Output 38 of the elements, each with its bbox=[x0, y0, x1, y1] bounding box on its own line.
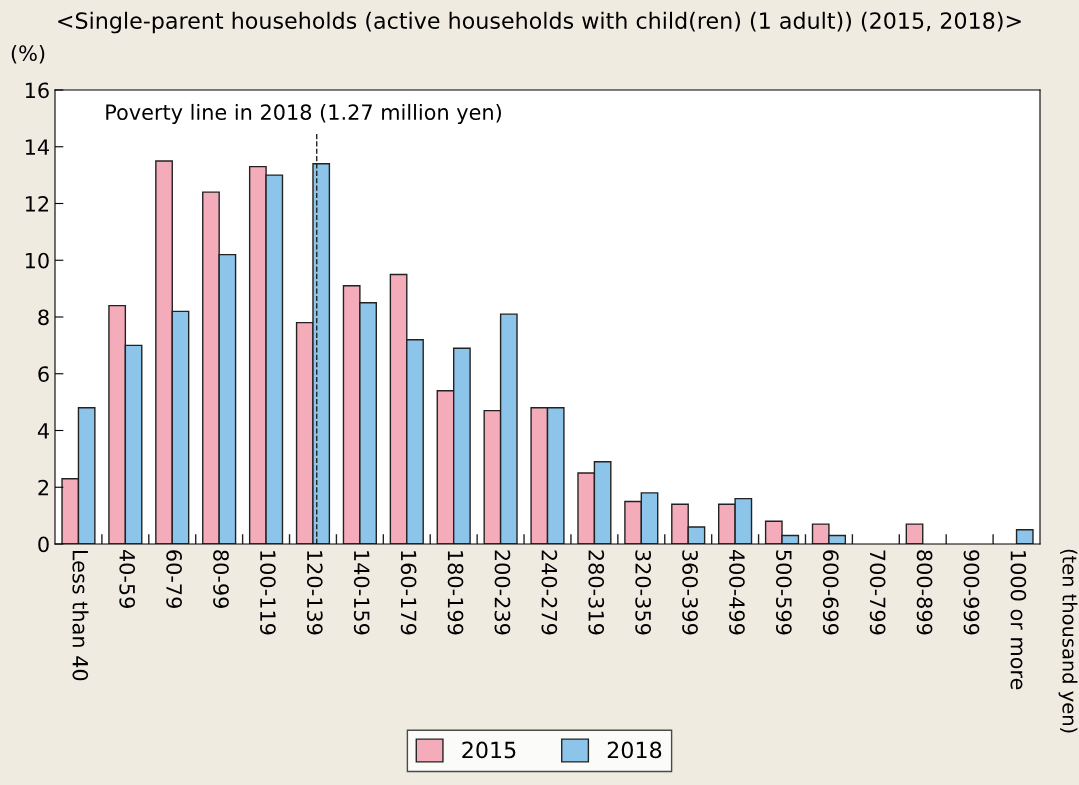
bar bbox=[905, 523, 924, 544]
y-tick-label: 12 bbox=[25, 195, 49, 212]
chart-title: <Single-parent households (active households with child(ren) (1 adult)) (2015, 2018)> bbox=[58, 11, 1021, 34]
x-tick-label: 120-139 bbox=[306, 551, 323, 635]
y-tick-label: 0 bbox=[38, 536, 49, 553]
x-tick-label: 900-999 bbox=[963, 550, 980, 635]
x-tick-label: 40-59 bbox=[119, 549, 136, 608]
legend-label: 2015 bbox=[462, 741, 516, 759]
x-tick-label: 160-179 bbox=[400, 551, 417, 635]
x-tick-label: 240-279 bbox=[541, 550, 558, 635]
ref-line-label: Poverty line in 2018 (1.27 million yen) bbox=[106, 103, 501, 125]
x-tick-label: 200-239 bbox=[494, 550, 511, 635]
y-tick-label: 2 bbox=[38, 479, 49, 496]
x-tick-label: 140-159 bbox=[353, 551, 370, 635]
x-tick-label: Less than 40 bbox=[72, 550, 89, 681]
x-tick-label: 400-499 bbox=[729, 549, 745, 635]
text: (ten thousand yen) bbox=[1058, 549, 1078, 733]
x-tick-label: 100-119 bbox=[260, 551, 276, 635]
x-tick-label: 320-359 bbox=[635, 550, 652, 635]
x-tick-label: 1000 or more bbox=[1010, 551, 1027, 690]
x-tick-label: 500-599 bbox=[775, 550, 792, 635]
y-tick-label: 10 bbox=[25, 252, 49, 269]
x-tick-label: 360-399 bbox=[682, 550, 698, 635]
x-tick-label: 180-199 bbox=[447, 551, 464, 635]
x-tick-label: 800-899 bbox=[916, 550, 933, 635]
y-tick-label: 16 bbox=[25, 82, 49, 99]
x-tick-label: 600-699 bbox=[822, 550, 839, 635]
bar bbox=[1015, 529, 1034, 544]
y-tick-label: 14 bbox=[25, 139, 49, 155]
legend-label: 2018 bbox=[607, 741, 662, 759]
x-tick-label: 80-99 bbox=[213, 550, 229, 608]
y-axis-title: (%) bbox=[11, 44, 45, 64]
y-tick-label: 4 bbox=[37, 423, 49, 439]
x-tick-label: 700-799 bbox=[869, 550, 886, 635]
y-tick-label: 6 bbox=[38, 366, 49, 382]
x-tick-label: 60-79 bbox=[166, 550, 182, 608]
y-tick-label: 8 bbox=[38, 309, 49, 326]
x-tick-label: 280-319 bbox=[588, 550, 605, 635]
